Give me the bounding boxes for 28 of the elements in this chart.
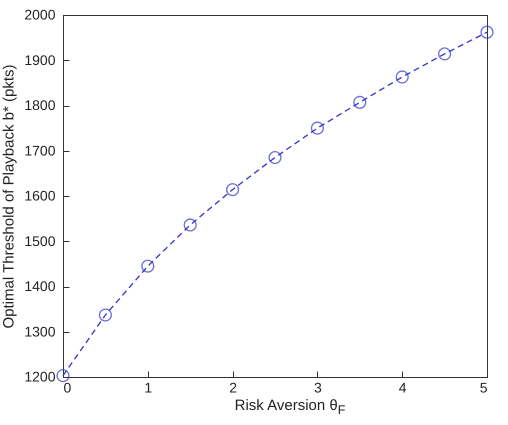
y-axis-title: Optimal Threshold of Playback b* (pkts)	[0, 64, 18, 329]
x-tick-label: 5	[480, 380, 488, 396]
point	[396, 70, 409, 84]
y-tick-label: 1600	[24, 188, 56, 204]
x-tick-label: 1	[144, 380, 152, 396]
point	[268, 150, 282, 164]
point	[310, 122, 324, 135]
point	[353, 96, 366, 109]
point	[141, 260, 154, 273]
point	[98, 308, 112, 322]
y-tick-label: 1400	[24, 278, 56, 294]
y-tick-label: 1500	[24, 232, 56, 249]
point	[480, 26, 494, 39]
x-tick-label: 2	[229, 380, 238, 396]
x-axis-title: Risk Aversion θ$_{F}$	[234, 397, 346, 417]
point	[184, 218, 197, 232]
point	[226, 183, 240, 196]
x-tick-label: 0	[64, 380, 72, 396]
x-tick-label: 3	[314, 380, 322, 396]
y-tick-label: 1900	[24, 52, 56, 68]
x-tick-label: 4	[398, 380, 407, 396]
y-tick-label: 1300	[24, 323, 56, 340]
point	[438, 47, 452, 60]
y-tick-label: 1700	[24, 142, 56, 158]
y-tick-label: 1200	[24, 368, 56, 384]
point	[56, 369, 70, 382]
y-tick-label: 2000	[24, 6, 56, 22]
y-tick-label: 1800	[24, 97, 56, 113]
